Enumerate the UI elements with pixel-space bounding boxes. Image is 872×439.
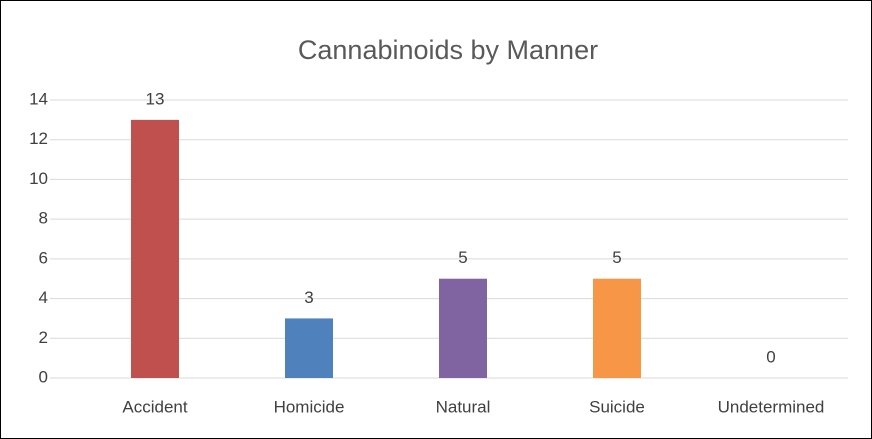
bar xyxy=(439,278,487,378)
x-tick-label: Undetermined xyxy=(718,397,825,416)
y-tick-label: 2 xyxy=(39,328,48,347)
y-tick-label: 8 xyxy=(39,209,48,228)
y-tick-label: 10 xyxy=(29,169,48,188)
y-tick-label: 12 xyxy=(29,129,48,148)
y-tick-label: 0 xyxy=(39,367,48,386)
bar xyxy=(131,119,179,378)
x-tick-label: Homicide xyxy=(274,397,345,416)
data-label: 3 xyxy=(304,288,313,307)
data-label: 5 xyxy=(612,248,621,267)
chart-title: Cannabinoids by Manner xyxy=(298,35,598,65)
x-tick-label: Natural xyxy=(436,397,491,416)
bar xyxy=(285,318,333,378)
y-tick-label: 4 xyxy=(39,288,48,307)
data-label: 5 xyxy=(458,248,467,267)
data-label: 13 xyxy=(146,89,165,108)
x-tick-label: Accident xyxy=(122,397,187,416)
x-tick-label: Suicide xyxy=(589,397,645,416)
y-tick-label: 6 xyxy=(39,248,48,267)
data-label: 0 xyxy=(766,347,775,366)
y-tick-label: 14 xyxy=(29,89,48,108)
bar xyxy=(593,278,641,378)
